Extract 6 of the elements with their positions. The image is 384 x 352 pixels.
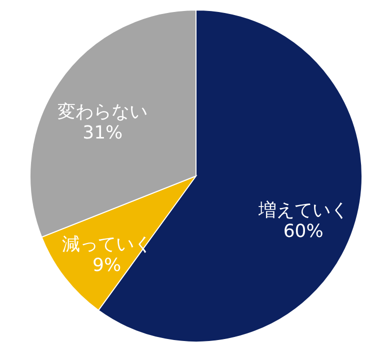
data-label: 9% — [92, 255, 122, 276]
data-label: 60% — [283, 220, 324, 242]
slice-label: 増えていく — [257, 200, 348, 221]
slice-label: 減っていく — [62, 234, 152, 256]
data-label: 31% — [82, 122, 123, 144]
slice-label: 変わらない — [58, 102, 148, 123]
